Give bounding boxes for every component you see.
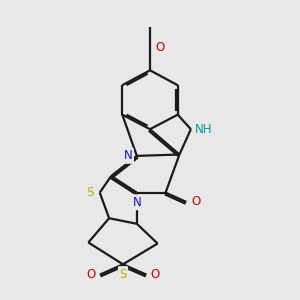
Text: S: S <box>86 186 94 199</box>
Text: O: O <box>151 268 160 281</box>
Text: S: S <box>119 268 127 281</box>
Text: N: N <box>133 196 141 209</box>
Text: O: O <box>191 196 201 208</box>
Text: O: O <box>156 40 165 54</box>
Text: O: O <box>86 268 96 281</box>
Text: N: N <box>124 149 133 162</box>
Text: NH: NH <box>195 123 213 136</box>
